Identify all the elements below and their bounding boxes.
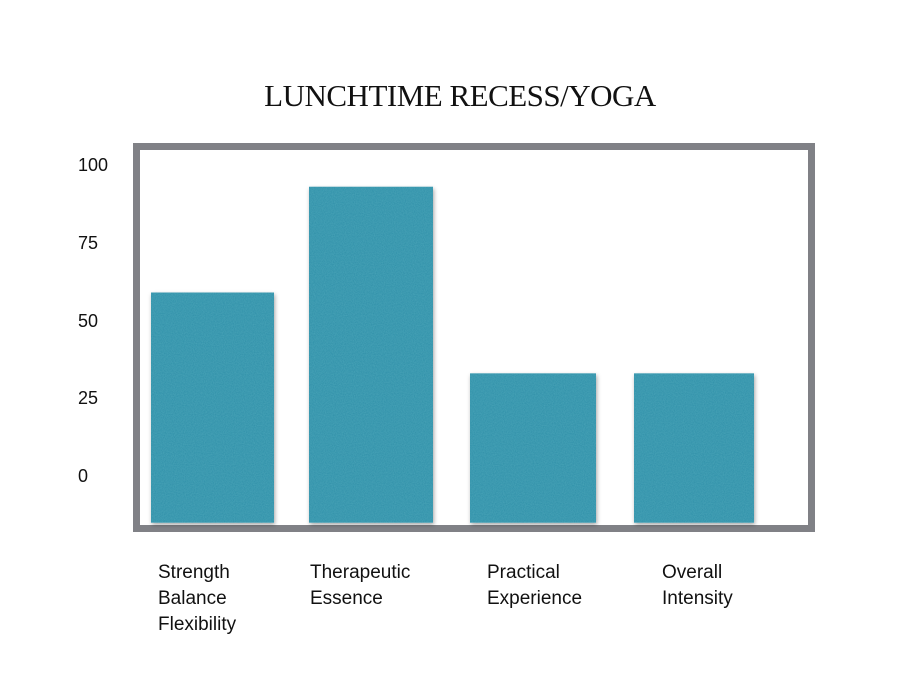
x-tick-label: Therapeutic Essence <box>310 560 410 612</box>
plot-frame <box>133 143 815 532</box>
chart-title: LUNCHTIME RECESS/YOGA <box>264 78 656 113</box>
x-tick-label-line: Intensity <box>662 588 733 609</box>
x-tick-label-line: Essence <box>310 588 383 609</box>
x-tick-label-line: Practical <box>487 562 560 583</box>
x-tick-label-line: Flexibility <box>158 614 237 635</box>
x-tick-label-line: Overall <box>662 562 723 583</box>
y-tick-label: 0 <box>78 466 89 486</box>
x-tick-label-line: Strength <box>158 562 230 583</box>
x-tick-label: Strength Balance Flexibility <box>158 560 236 638</box>
y-tick-label: 100 <box>78 155 109 175</box>
y-tick-label: 25 <box>78 388 99 409</box>
y-tick-label: 75 <box>78 232 99 253</box>
x-tick-label-line: Therapeutic <box>310 562 411 583</box>
y-tick-label: 50 <box>78 310 99 331</box>
x-tick-label: Practical Experience <box>487 560 582 612</box>
x-tick-label-line: Balance <box>158 588 227 609</box>
x-tick-label: Overall Intensity <box>662 560 733 612</box>
x-tick-label-line: Experience <box>487 588 583 609</box>
